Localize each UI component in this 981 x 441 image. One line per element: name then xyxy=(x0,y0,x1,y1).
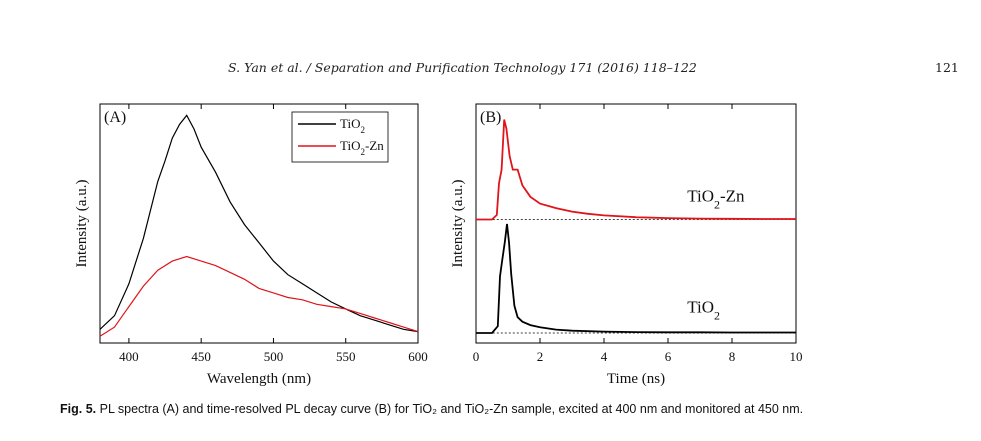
x-tick-label-b: 0 xyxy=(473,349,480,364)
x-tick-label-a: 550 xyxy=(336,349,356,364)
figure: 400 450 500 550 600 Wavelength (nm) Intensity … xyxy=(74,103,803,387)
x-tick-label-b: 8 xyxy=(729,349,736,364)
legend-label: TiO2 xyxy=(340,116,365,135)
x-axis-label-a: Wavelength (nm) xyxy=(207,371,311,387)
series-line-tio2-zn xyxy=(99,255,419,337)
x-tick-label-a: 400 xyxy=(119,349,139,364)
plot-frame-b xyxy=(475,103,797,344)
panel-b: 0 2 4 6 8 10 Time (ns) Intensity (a.u.) (B) TiO2-… xyxy=(450,103,803,387)
panel-a: 400 450 500 550 600 Wavelength (nm) Intensity … xyxy=(74,103,428,387)
series-line-tio2 xyxy=(99,114,419,333)
panel-label-a: (A) xyxy=(104,109,126,126)
page-header: S. Yan et al. / Separation and Purificat… xyxy=(0,60,981,78)
y-axis-label-a: Intensity (a.u.) xyxy=(74,180,90,268)
x-tick-label-a: 600 xyxy=(408,349,428,364)
x-tick-label-a: 450 xyxy=(191,349,211,364)
x-tick-label-b: 6 xyxy=(665,349,672,364)
x-tick-label-b: 2 xyxy=(537,349,544,364)
plot-frame-a xyxy=(99,103,419,344)
caption-text: PL spectra (A) and time-resolved PL deca… xyxy=(99,402,804,416)
legend-box xyxy=(291,111,389,163)
journal-citation: S. Yan et al. / Separation and Purificat… xyxy=(228,60,697,75)
series-line-tio2 xyxy=(476,223,796,334)
y-axis-label-b: Intensity (a.u.) xyxy=(450,180,466,268)
panel-label-b: (B) xyxy=(480,109,501,126)
page-number: 121 xyxy=(935,60,959,75)
x-tick-label-b: 10 xyxy=(790,349,803,364)
x-axis-label-b: Time (ns) xyxy=(607,371,665,387)
caption-label: Fig. 5. xyxy=(60,402,97,416)
annotation-tio2: TiO2 xyxy=(687,298,720,323)
x-tick-label-a: 500 xyxy=(264,349,284,364)
figure-caption: Fig. 5. PL spectra (A) and time-resolved… xyxy=(60,402,960,416)
annotation-tio2-zn: TiO2-Zn xyxy=(687,186,745,211)
x-tick-label-b: 4 xyxy=(601,349,608,364)
legend-label: TiO2-Zn xyxy=(340,138,384,157)
series-line-tio2-zn xyxy=(476,119,796,221)
